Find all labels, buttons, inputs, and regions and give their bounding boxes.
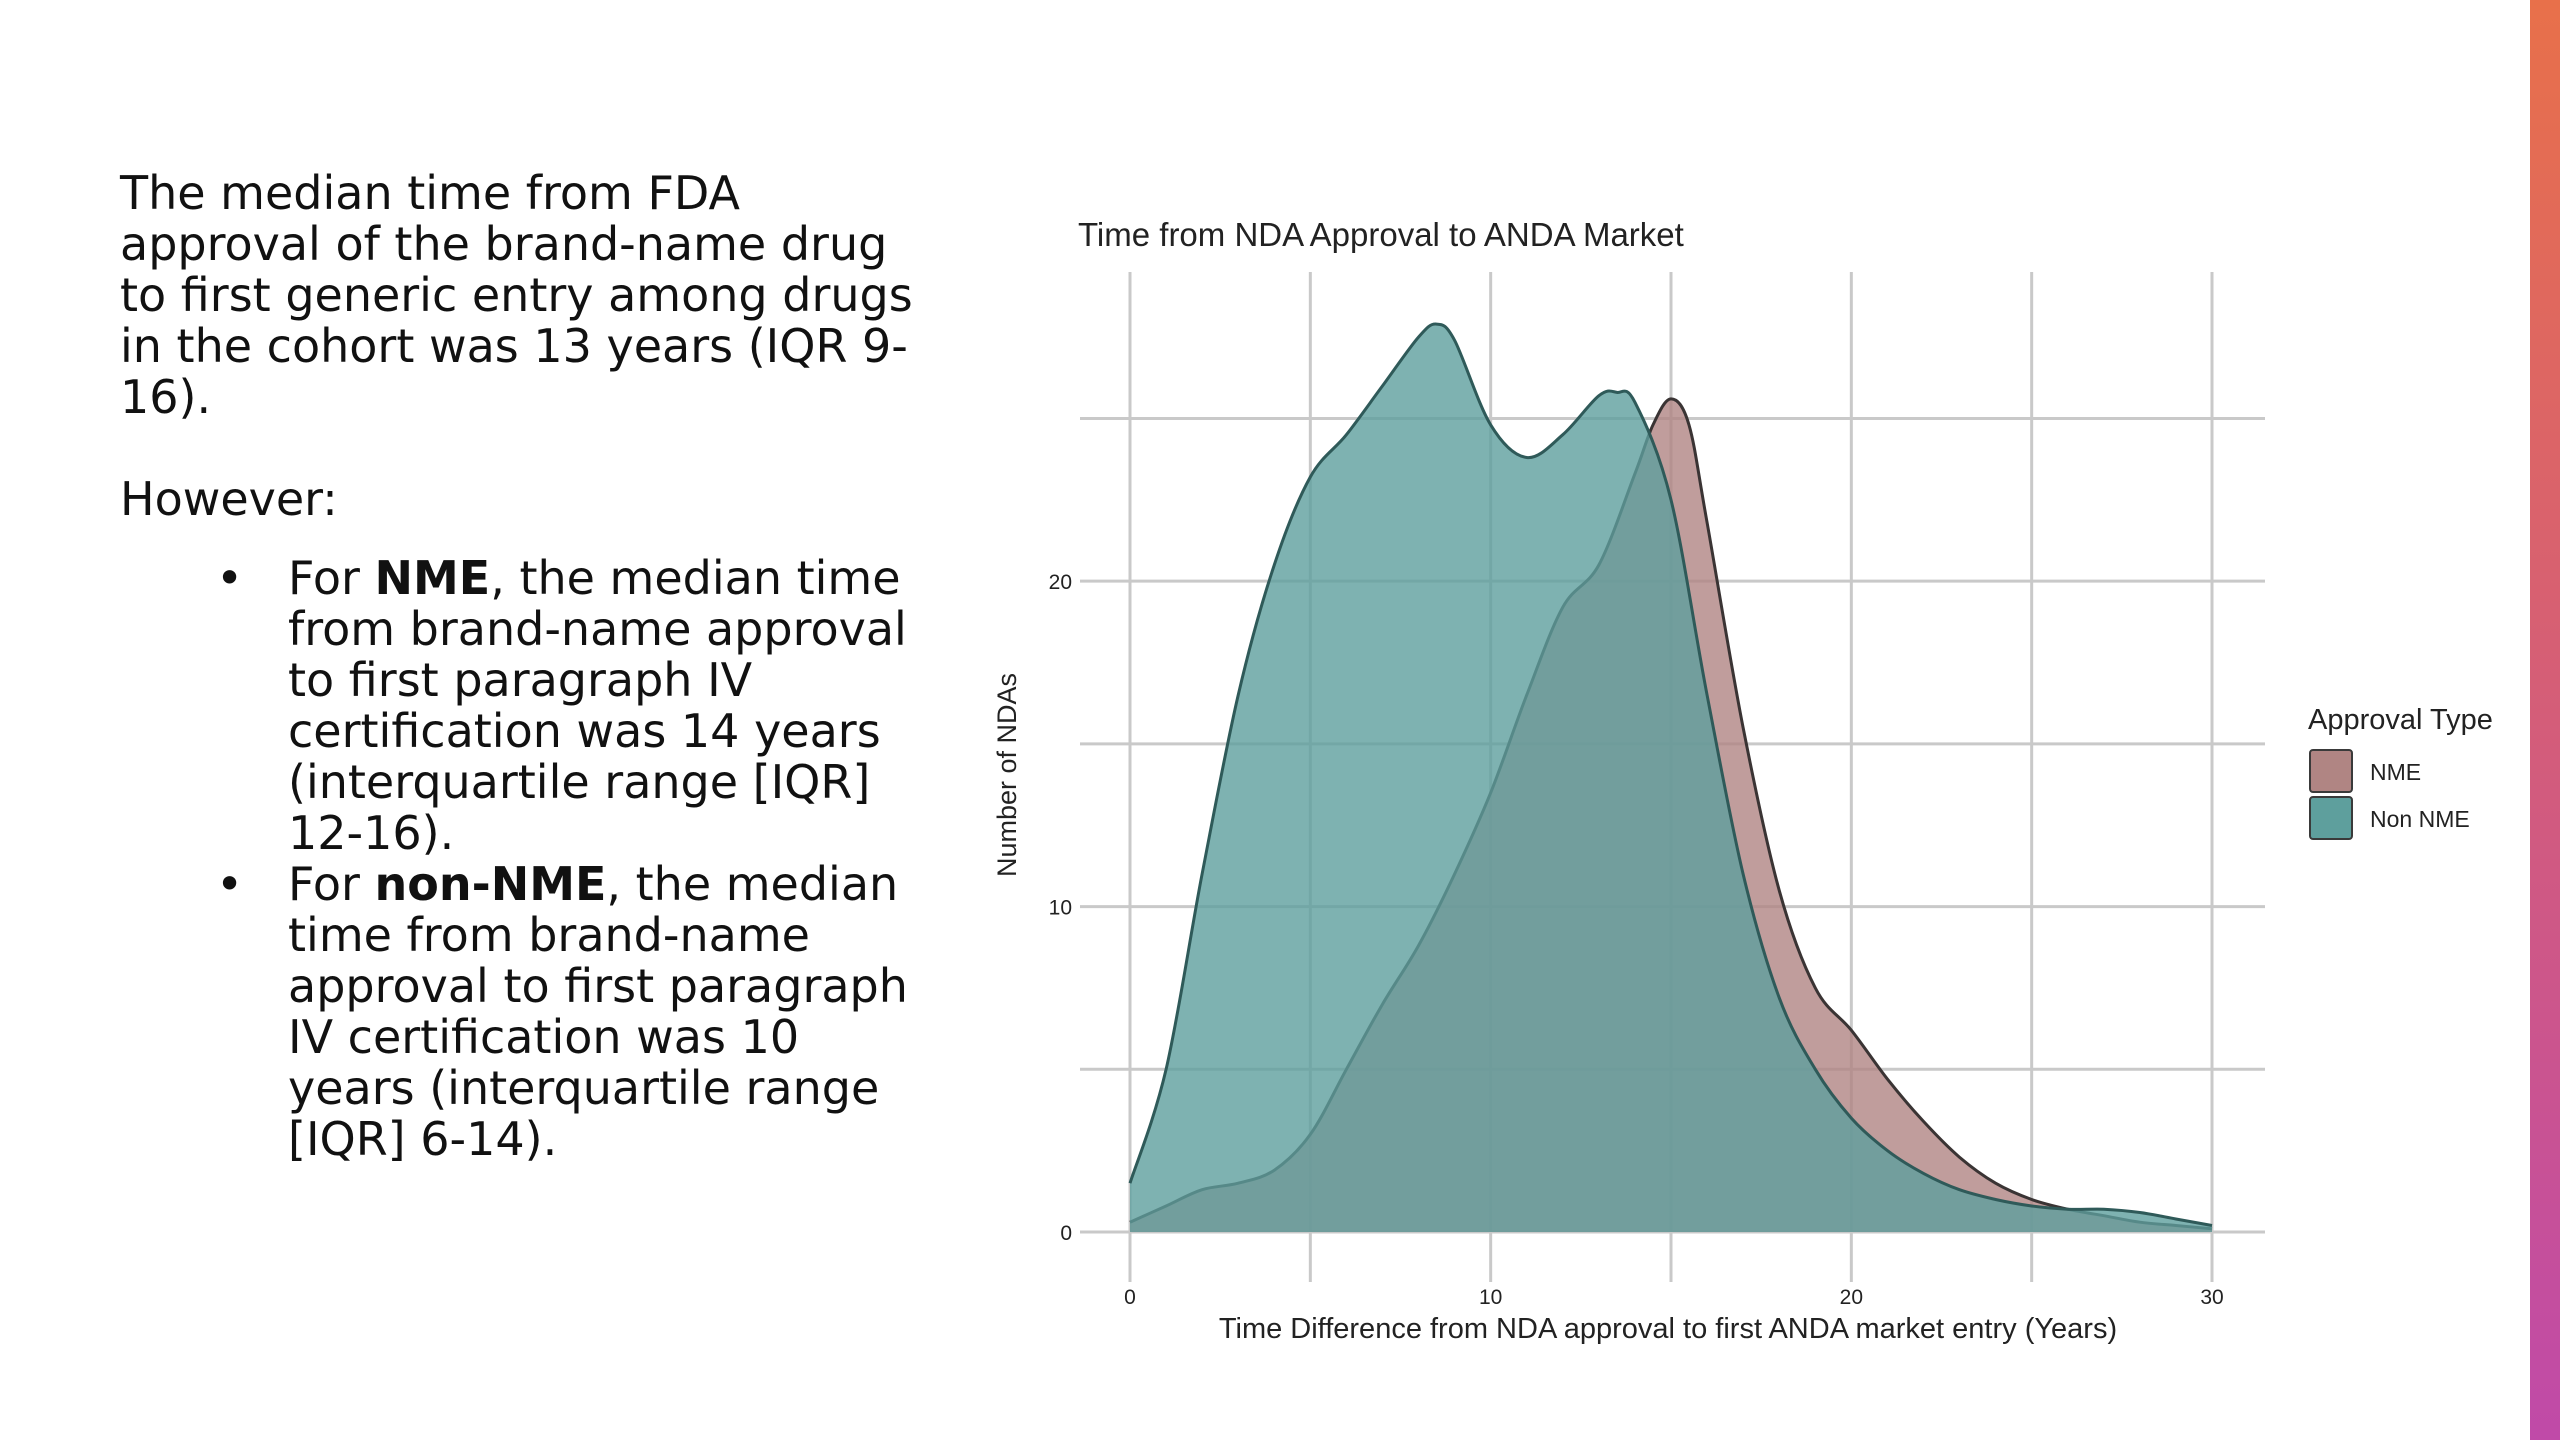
y-tick-label: 0 [1060,1222,1072,1245]
density-chart: Time from NDA Approval to ANDA Market 0 1… [990,200,2520,1370]
x-tick-label: 0 [1124,1286,1136,1309]
legend-swatch-non-nme [2309,796,2353,840]
legend-label-non-nme: Non NME [2370,806,2470,832]
series-areas [1128,322,2213,1232]
bullet-text: , the median time from brand-name approv… [288,551,907,860]
legend-swatch-nme [2309,749,2353,793]
bullet-prefix: For [288,551,375,605]
bullet-term-nme: NME [374,551,491,605]
x-tick-label: 30 [2200,1286,2223,1309]
bullet-prefix: For [288,857,375,911]
y-tick-label: 10 [1049,897,1072,920]
bullet-term-non-nme: non-NME [374,857,607,911]
bullet-non-nme: For non-NME, the median time from brand-… [216,857,920,1166]
legend: Approval Type NME Non NME [2308,704,2493,840]
x-axis-label: Time Difference from NDA approval to fir… [1219,1313,2117,1345]
intro-paragraph: The median time from FDA approval of the… [120,166,913,424]
x-tick-label: 10 [1479,1286,1502,1309]
legend-label-nme: NME [2370,759,2421,785]
y-tick-label: 20 [1049,571,1072,594]
bullet-list: For NME, the median time from brand-name… [120,553,920,1165]
chart-title: Time from NDA Approval to ANDA Market [1078,216,1684,253]
tick-labels: 0 10 20 30 0 10 20 [1049,571,2224,1309]
accent-bar [2530,0,2560,1440]
summary-text: The median time from FDA approval of the… [120,168,920,1165]
x-tick-label: 20 [1840,1286,1863,1309]
legend-title: Approval Type [2308,704,2493,736]
y-axis-label: Number of NDAs [992,673,1022,877]
area-non-nme [1130,324,2212,1232]
bullet-text: , the median time from brand-name approv… [288,857,908,1166]
however-heading: However: [120,472,338,526]
bullet-nme: For NME, the median time from brand-name… [216,551,920,860]
chart-svg: Time from NDA Approval to ANDA Market 0 1… [992,216,2493,1345]
legend-items: NME Non NME [2309,749,2470,840]
line-non-nme [1128,322,2213,1227]
